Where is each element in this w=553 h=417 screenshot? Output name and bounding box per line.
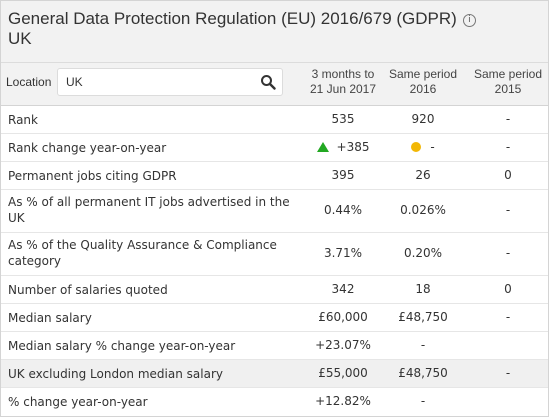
- row-label: As % of the Quality Assurance & Complian…: [8, 238, 277, 268]
- cell-value: 0: [504, 282, 512, 296]
- column-header-3-months: 3 months to 21 Jun 2017: [303, 67, 383, 97]
- cell-value: +23.07%: [315, 338, 371, 352]
- column-header-2016: Same period 2016: [383, 67, 463, 97]
- cell-value: 0: [504, 168, 512, 182]
- column-header-line: 2016: [409, 82, 437, 96]
- page-title: General Data Protection Regulation (EU) …: [8, 9, 541, 29]
- cell-value: -: [383, 140, 463, 154]
- cell-value: -: [505, 246, 511, 260]
- cell-value: -: [505, 310, 511, 324]
- cell-value: -: [505, 203, 511, 217]
- row-label: % change year-on-year: [8, 395, 148, 409]
- cell-value: 26: [415, 168, 431, 182]
- cell-text: +385: [336, 140, 370, 154]
- page-subtitle: UK: [8, 29, 32, 48]
- cell-text: -: [430, 140, 435, 154]
- cell-value: -: [505, 366, 511, 380]
- cell-value: +385: [303, 140, 383, 154]
- location-input-value: UK: [66, 75, 83, 89]
- table-row-salaries-quoted: Number of salaries quoted 342 18 0: [1, 276, 548, 304]
- row-label: Rank change year-on-year: [8, 141, 167, 155]
- row-label: Number of salaries quoted: [8, 283, 168, 297]
- table-row-uk-excl-london: UK excluding London median salary £55,00…: [1, 360, 548, 388]
- info-icon[interactable]: i: [462, 14, 476, 27]
- cell-value: -: [505, 140, 511, 154]
- panel-header: General Data Protection Regulation (EU) …: [1, 1, 548, 63]
- table-row-median-salary-change: Median salary % change year-on-year +23.…: [1, 332, 548, 360]
- title-text: General Data Protection Regulation (EU) …: [8, 9, 457, 28]
- row-label: UK excluding London median salary: [8, 367, 223, 381]
- green-up-triangle-icon: [316, 142, 329, 152]
- stats-table: Rank 535 920 - Rank change year-on-year …: [1, 106, 548, 415]
- table-row-pct-qa-category: As % of the Quality Assurance & Complian…: [1, 233, 548, 276]
- cell-value: 0.44%: [323, 203, 363, 217]
- table-row-median-salary: Median salary £60,000 £48,750 -: [1, 304, 548, 332]
- column-header-line: Same period: [388, 67, 458, 81]
- table-row-pct-it-jobs: As % of all permanent IT jobs advertised…: [1, 190, 548, 233]
- row-label: Permanent jobs citing GDPR: [8, 169, 177, 183]
- cell-value: 0.20%: [403, 246, 443, 260]
- column-header-2015: Same period 2015: [468, 67, 548, 97]
- cell-value: +12.82%: [315, 394, 371, 408]
- cell-value: 535: [331, 112, 355, 126]
- cell-value: £48,750: [398, 366, 448, 380]
- column-header-line: 3 months to: [311, 67, 375, 81]
- cell-value: -: [420, 394, 426, 408]
- cell-value: 0.026%: [400, 203, 446, 217]
- cell-value: £55,000: [318, 366, 368, 380]
- cell-value: -: [420, 338, 426, 352]
- cell-value: £48,750: [398, 310, 448, 324]
- cell-value: 18: [415, 282, 431, 296]
- table-row-rank-change: Rank change year-on-year +385 - -: [1, 134, 548, 162]
- row-label: As % of all permanent IT jobs advertised…: [8, 195, 290, 225]
- column-header-line: 2015: [494, 82, 522, 96]
- cell-value: 3.71%: [323, 246, 363, 260]
- cell-value: -: [505, 112, 511, 126]
- column-header-line: Same period: [473, 67, 543, 81]
- table-row-pct-change: % change year-on-year +12.82% -: [1, 388, 548, 415]
- table-row-rank: Rank 535 920 -: [1, 106, 548, 134]
- column-header-line: 21 Jun 2017: [309, 82, 377, 96]
- cell-value: 920: [411, 112, 435, 126]
- location-input[interactable]: UK: [57, 68, 283, 96]
- row-label: Median salary % change year-on-year: [8, 339, 236, 353]
- cell-value: £60,000: [318, 310, 368, 324]
- yellow-dot-icon: [411, 142, 422, 152]
- search-icon[interactable]: [260, 74, 276, 90]
- row-label: Rank: [8, 113, 38, 127]
- location-label: Location: [6, 75, 52, 89]
- cell-value: 342: [331, 282, 355, 296]
- table-header: Location UK 3 months to 21 Jun 2017 Same…: [1, 63, 548, 106]
- table-row-permanent-jobs: Permanent jobs citing GDPR 395 26 0: [1, 162, 548, 190]
- cell-value: 395: [331, 168, 355, 182]
- row-label: Median salary: [8, 311, 92, 325]
